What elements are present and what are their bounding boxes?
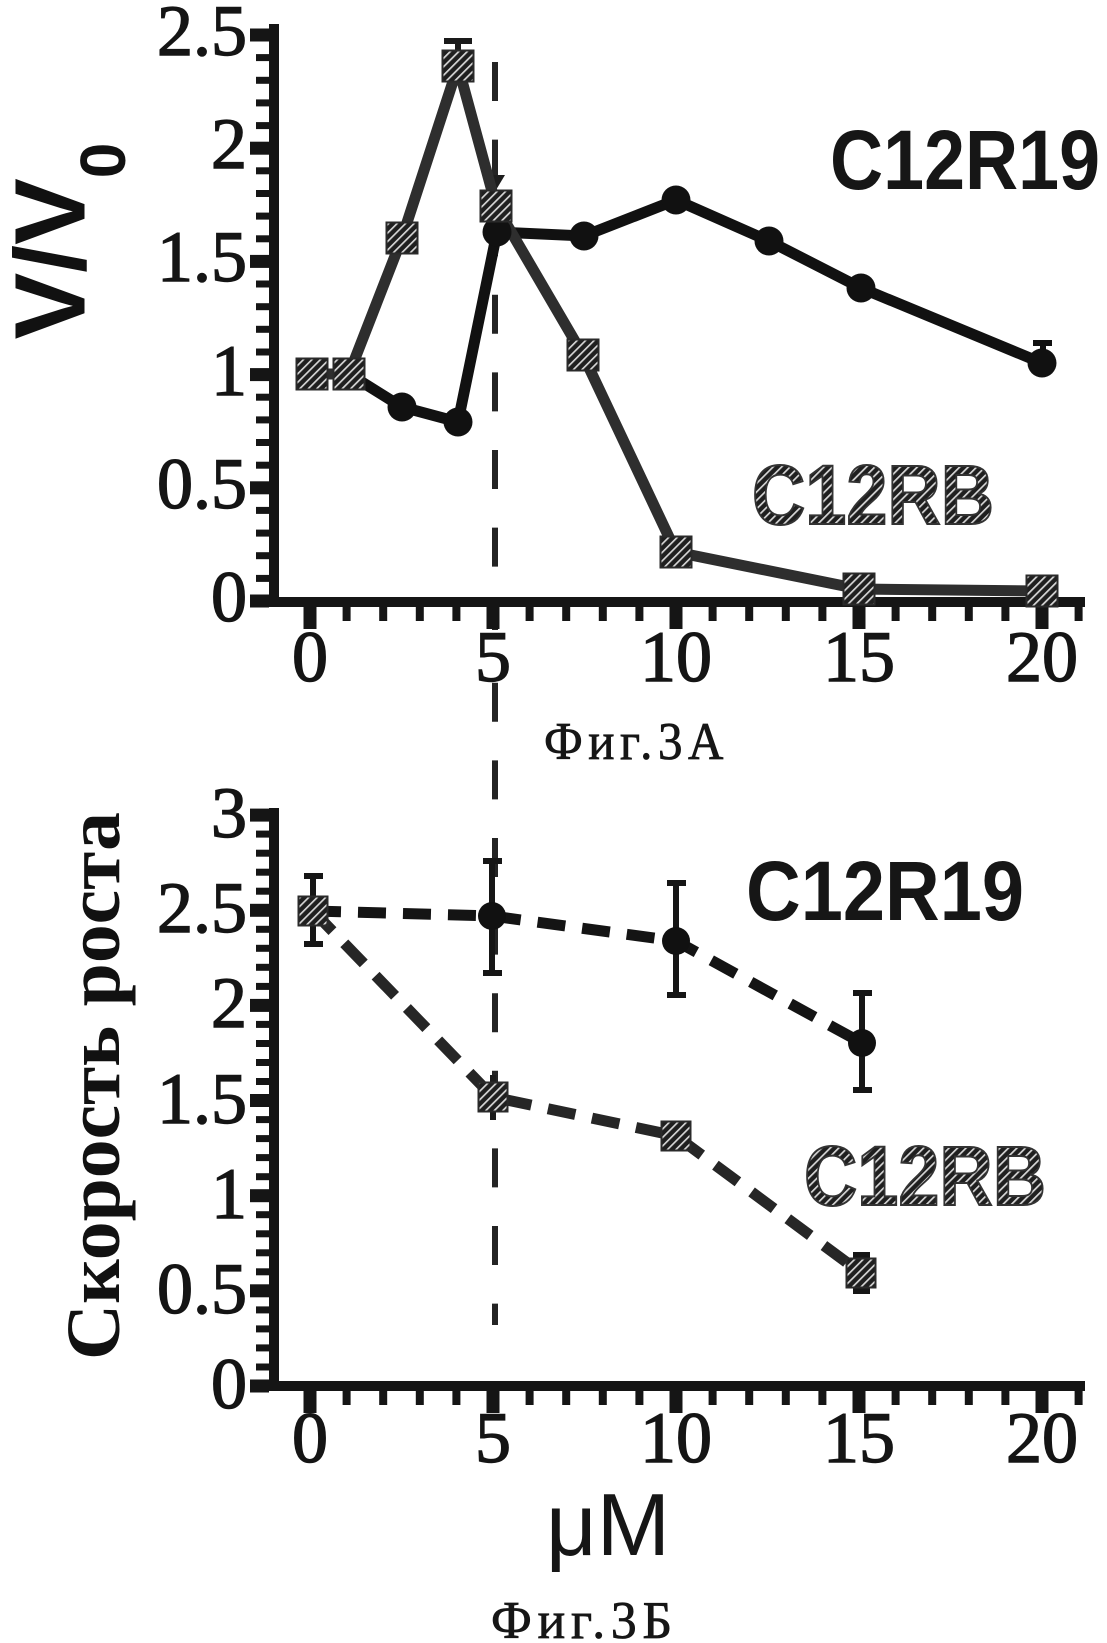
svg-text:10: 10 [640,617,712,697]
svg-text:5: 5 [475,617,511,697]
svg-text:20: 20 [1006,1398,1078,1478]
svg-text:C12RB: C12RB [752,448,994,542]
svg-text:20: 20 [1006,617,1078,697]
svg-text:3: 3 [211,773,247,853]
svg-text:15: 15 [823,617,895,697]
svg-text:0: 0 [211,1344,247,1424]
svg-text:C12RB: C12RB [804,1129,1046,1223]
svg-text:μM: μM [546,1475,670,1574]
svg-text:1: 1 [211,1154,247,1234]
svg-text:0.5: 0.5 [157,1249,247,1329]
svg-text:Скорость роста: Скорость роста [52,812,136,1360]
svg-text:Фиг.3Б: Фиг.3Б [491,1592,678,1643]
svg-text:2: 2 [211,104,247,184]
svg-text:C12R19: C12R19 [830,113,1100,207]
svg-text:2: 2 [211,963,247,1043]
svg-text:2.5: 2.5 [157,868,247,948]
svg-text:0: 0 [292,1398,328,1478]
svg-text:C12R19: C12R19 [746,844,1024,938]
svg-text:0.5: 0.5 [157,444,247,524]
svg-text:1: 1 [211,331,247,411]
svg-text:10: 10 [640,1398,712,1478]
svg-text:15: 15 [823,1398,895,1478]
svg-text:5: 5 [475,1398,511,1478]
svg-text:Фиг.3А: Фиг.3А [544,713,729,771]
svg-text:0: 0 [292,617,328,697]
svg-text:2.5: 2.5 [157,0,247,71]
svg-text:1.5: 1.5 [157,1059,247,1139]
svg-text:1.5: 1.5 [157,217,247,297]
svg-text:0: 0 [211,557,247,637]
